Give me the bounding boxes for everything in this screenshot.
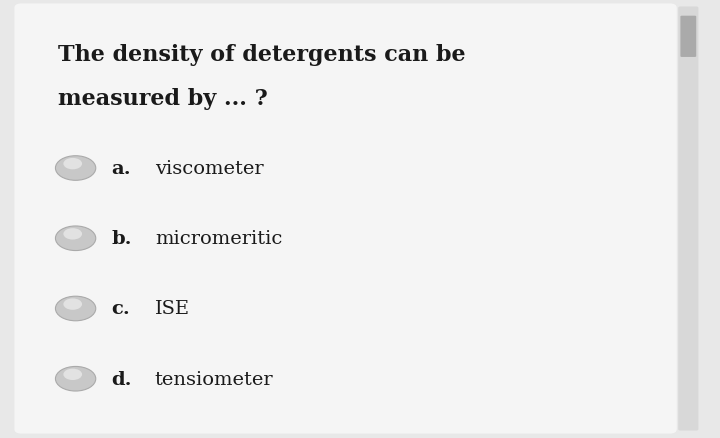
Text: ISE: ISE bbox=[155, 300, 190, 318]
Text: a.: a. bbox=[112, 159, 131, 178]
Circle shape bbox=[63, 229, 82, 240]
Text: d.: d. bbox=[112, 370, 132, 388]
Text: viscometer: viscometer bbox=[155, 159, 264, 178]
Text: micromeritic: micromeritic bbox=[155, 230, 282, 248]
Text: The density of detergents can be: The density of detergents can be bbox=[58, 44, 465, 66]
Text: tensiometer: tensiometer bbox=[155, 370, 274, 388]
FancyBboxPatch shape bbox=[14, 4, 677, 434]
FancyBboxPatch shape bbox=[678, 7, 698, 431]
Circle shape bbox=[63, 369, 82, 380]
Circle shape bbox=[55, 156, 96, 181]
Circle shape bbox=[63, 159, 82, 170]
Circle shape bbox=[55, 297, 96, 321]
Circle shape bbox=[63, 299, 82, 310]
Circle shape bbox=[55, 367, 96, 391]
FancyBboxPatch shape bbox=[680, 17, 696, 58]
Text: measured by ... ?: measured by ... ? bbox=[58, 88, 267, 110]
Text: b.: b. bbox=[112, 230, 132, 248]
Circle shape bbox=[55, 226, 96, 251]
Text: c.: c. bbox=[112, 300, 130, 318]
